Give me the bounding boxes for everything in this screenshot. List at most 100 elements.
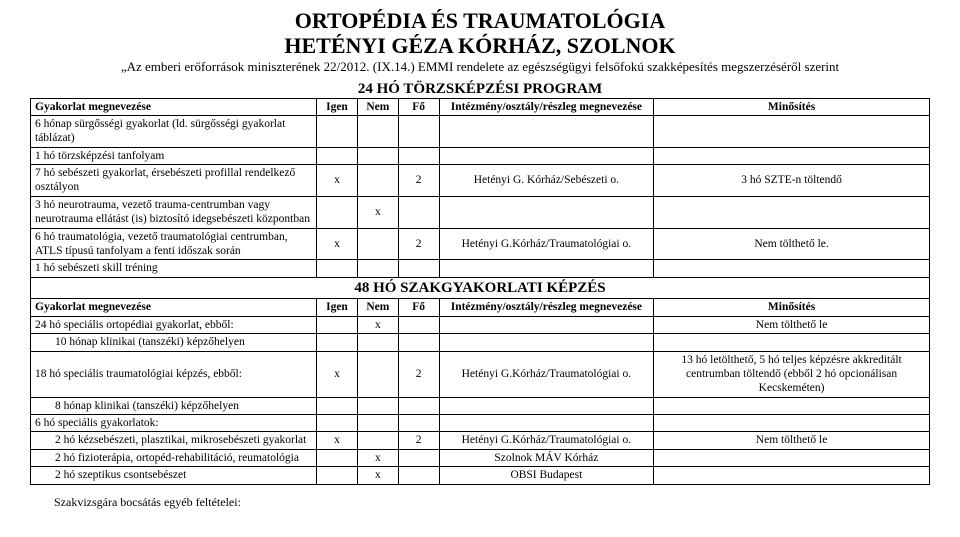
cell-nem: x	[357, 449, 398, 466]
cell-igen	[317, 415, 358, 432]
cell-int: Szolnok MÁV Kórház	[439, 449, 654, 466]
cell-int	[439, 397, 654, 414]
cell-name: 6 hó speciális gyakorlatok:	[31, 415, 317, 432]
cell-igen	[317, 115, 358, 147]
cell-int	[439, 334, 654, 351]
cell-nem	[357, 397, 398, 414]
cell-int	[439, 316, 654, 333]
cell-int: Hetényi G.Kórház/Traumatológiai o.	[439, 432, 654, 449]
cell-name: 18 hó speciális traumatológiai képzés, e…	[31, 351, 317, 397]
cell-min	[654, 260, 930, 277]
cell-fo: 2	[398, 228, 439, 260]
col-int: Intézmény/osztály/részleg megnevezése	[439, 98, 654, 115]
cell-name: 3 hó neurotrauma, vezető trauma-centrumb…	[31, 196, 317, 228]
cell-igen: x	[317, 228, 358, 260]
cell-fo	[398, 415, 439, 432]
cell-nem: x	[357, 196, 398, 228]
cell-igen	[317, 196, 358, 228]
cell-nem	[357, 351, 398, 397]
table-row: 3 hó neurotrauma, vezető trauma-centrumb…	[31, 196, 930, 228]
table-row: 18 hó speciális traumatológiai képzés, e…	[31, 351, 930, 397]
cell-min	[654, 397, 930, 414]
title-line1: ORTOPÉDIA ÉS TRAUMATOLÓGIA	[30, 8, 930, 33]
cell-nem	[357, 260, 398, 277]
cell-int: Hetényi G.Kórház/Traumatológiai o.	[439, 228, 654, 260]
cell-min: 13 hó letölthető, 5 hó teljes képzésre a…	[654, 351, 930, 397]
cell-min	[654, 196, 930, 228]
cell-min	[654, 449, 930, 466]
cell-int: OBSI Budapest	[439, 467, 654, 484]
cell-fo	[398, 449, 439, 466]
cell-name: 6 hónap sürgősségi gyakorlat (ld. sürgős…	[31, 115, 317, 147]
cell-nem	[357, 115, 398, 147]
cell-fo	[398, 316, 439, 333]
col-igen: Igen	[317, 299, 358, 316]
cell-min: Nem tölthető le.	[654, 228, 930, 260]
page-header: ORTOPÉDIA ÉS TRAUMATOLÓGIA HETÉNYI GÉZA …	[30, 8, 930, 75]
cell-igen: x	[317, 165, 358, 197]
cell-name: 1 hó törzsképzési tanfolyam	[31, 147, 317, 164]
cell-int	[439, 115, 654, 147]
cell-int	[439, 147, 654, 164]
cell-igen: x	[317, 432, 358, 449]
col-nem: Nem	[357, 299, 398, 316]
col-igen: Igen	[317, 98, 358, 115]
table-row: 10 hónap klinikai (tanszéki) képzőhelyen	[31, 334, 930, 351]
col-min: Minősítés	[654, 299, 930, 316]
col-fo: Fő	[398, 299, 439, 316]
cell-igen	[317, 397, 358, 414]
table-row: 2 hó szeptikus csontsebészet x OBSI Budape…	[31, 467, 930, 484]
cell-name: 10 hónap klinikai (tanszéki) képzőhelyen	[31, 334, 317, 351]
table-row: 6 hónap sürgősségi gyakorlat (ld. sürgős…	[31, 115, 930, 147]
cell-fo	[398, 397, 439, 414]
table-row: 1 hó törzsképzési tanfolyam	[31, 147, 930, 164]
col-gyak: Gyakorlat megnevezése	[31, 299, 317, 316]
cell-fo	[398, 147, 439, 164]
cell-igen	[317, 467, 358, 484]
cell-fo	[398, 334, 439, 351]
table-row: 2 hó kézsebészeti, plasztikai, mikrosebé…	[31, 432, 930, 449]
cell-min	[654, 334, 930, 351]
cell-fo	[398, 260, 439, 277]
cell-name: 7 hó sebészeti gyakorlat, érsebészeti pr…	[31, 165, 317, 197]
cell-fo	[398, 467, 439, 484]
cell-fo	[398, 115, 439, 147]
cell-min	[654, 115, 930, 147]
table-row: 1 hó sebészeti skill tréning	[31, 260, 930, 277]
table-row: 6 hó traumatológia, vezető traumatológia…	[31, 228, 930, 260]
cell-nem: x	[357, 316, 398, 333]
cell-name: 2 hó szeptikus csontsebészet	[31, 467, 317, 484]
cell-nem	[357, 228, 398, 260]
table-header-row: Gyakorlat megnevezése Igen Nem Fő Intézm…	[31, 299, 930, 316]
cell-name: 2 hó fizioterápia, ortopéd-rehabilitáció…	[31, 449, 317, 466]
section2-title-row: 48 HÓ SZAKGYAKORLATI KÉPZÉS	[31, 277, 930, 299]
cell-min	[654, 415, 930, 432]
cell-min: 3 hó SZTE-n töltendő	[654, 165, 930, 197]
cell-nem: x	[357, 467, 398, 484]
table-row: 24 hó speciális ortopédiai gyakorlat, eb…	[31, 316, 930, 333]
table-header-row: Gyakorlat megnevezése Igen Nem Fő Intézm…	[31, 98, 930, 115]
cell-igen	[317, 260, 358, 277]
cell-fo: 2	[398, 351, 439, 397]
col-min: Minősítés	[654, 98, 930, 115]
col-fo: Fő	[398, 98, 439, 115]
cell-min	[654, 147, 930, 164]
cell-nem	[357, 415, 398, 432]
cell-igen	[317, 147, 358, 164]
col-gyak: Gyakorlat megnevezése	[31, 98, 317, 115]
cell-int	[439, 260, 654, 277]
cell-igen	[317, 334, 358, 351]
section2-title: 48 HÓ SZAKGYAKORLATI KÉPZÉS	[31, 277, 930, 299]
table-row: 2 hó fizioterápia, ortopéd-rehabilitáció…	[31, 449, 930, 466]
cell-name: 6 hó traumatológia, vezető traumatológia…	[31, 228, 317, 260]
cell-name: 2 hó kézsebészeti, plasztikai, mikrosebé…	[31, 432, 317, 449]
col-nem: Nem	[357, 98, 398, 115]
cell-igen: x	[317, 351, 358, 397]
section1-table: Gyakorlat megnevezése Igen Nem Fő Intézm…	[30, 98, 930, 485]
cell-int: Hetényi G.Kórház/Traumatológiai o.	[439, 351, 654, 397]
cell-nem	[357, 147, 398, 164]
cell-nem	[357, 165, 398, 197]
cell-int	[439, 415, 654, 432]
section1-title: 24 HÓ TÖRZSKÉPZÉSI PROGRAM	[30, 81, 930, 98]
cell-name: 1 hó sebészeti skill tréning	[31, 260, 317, 277]
